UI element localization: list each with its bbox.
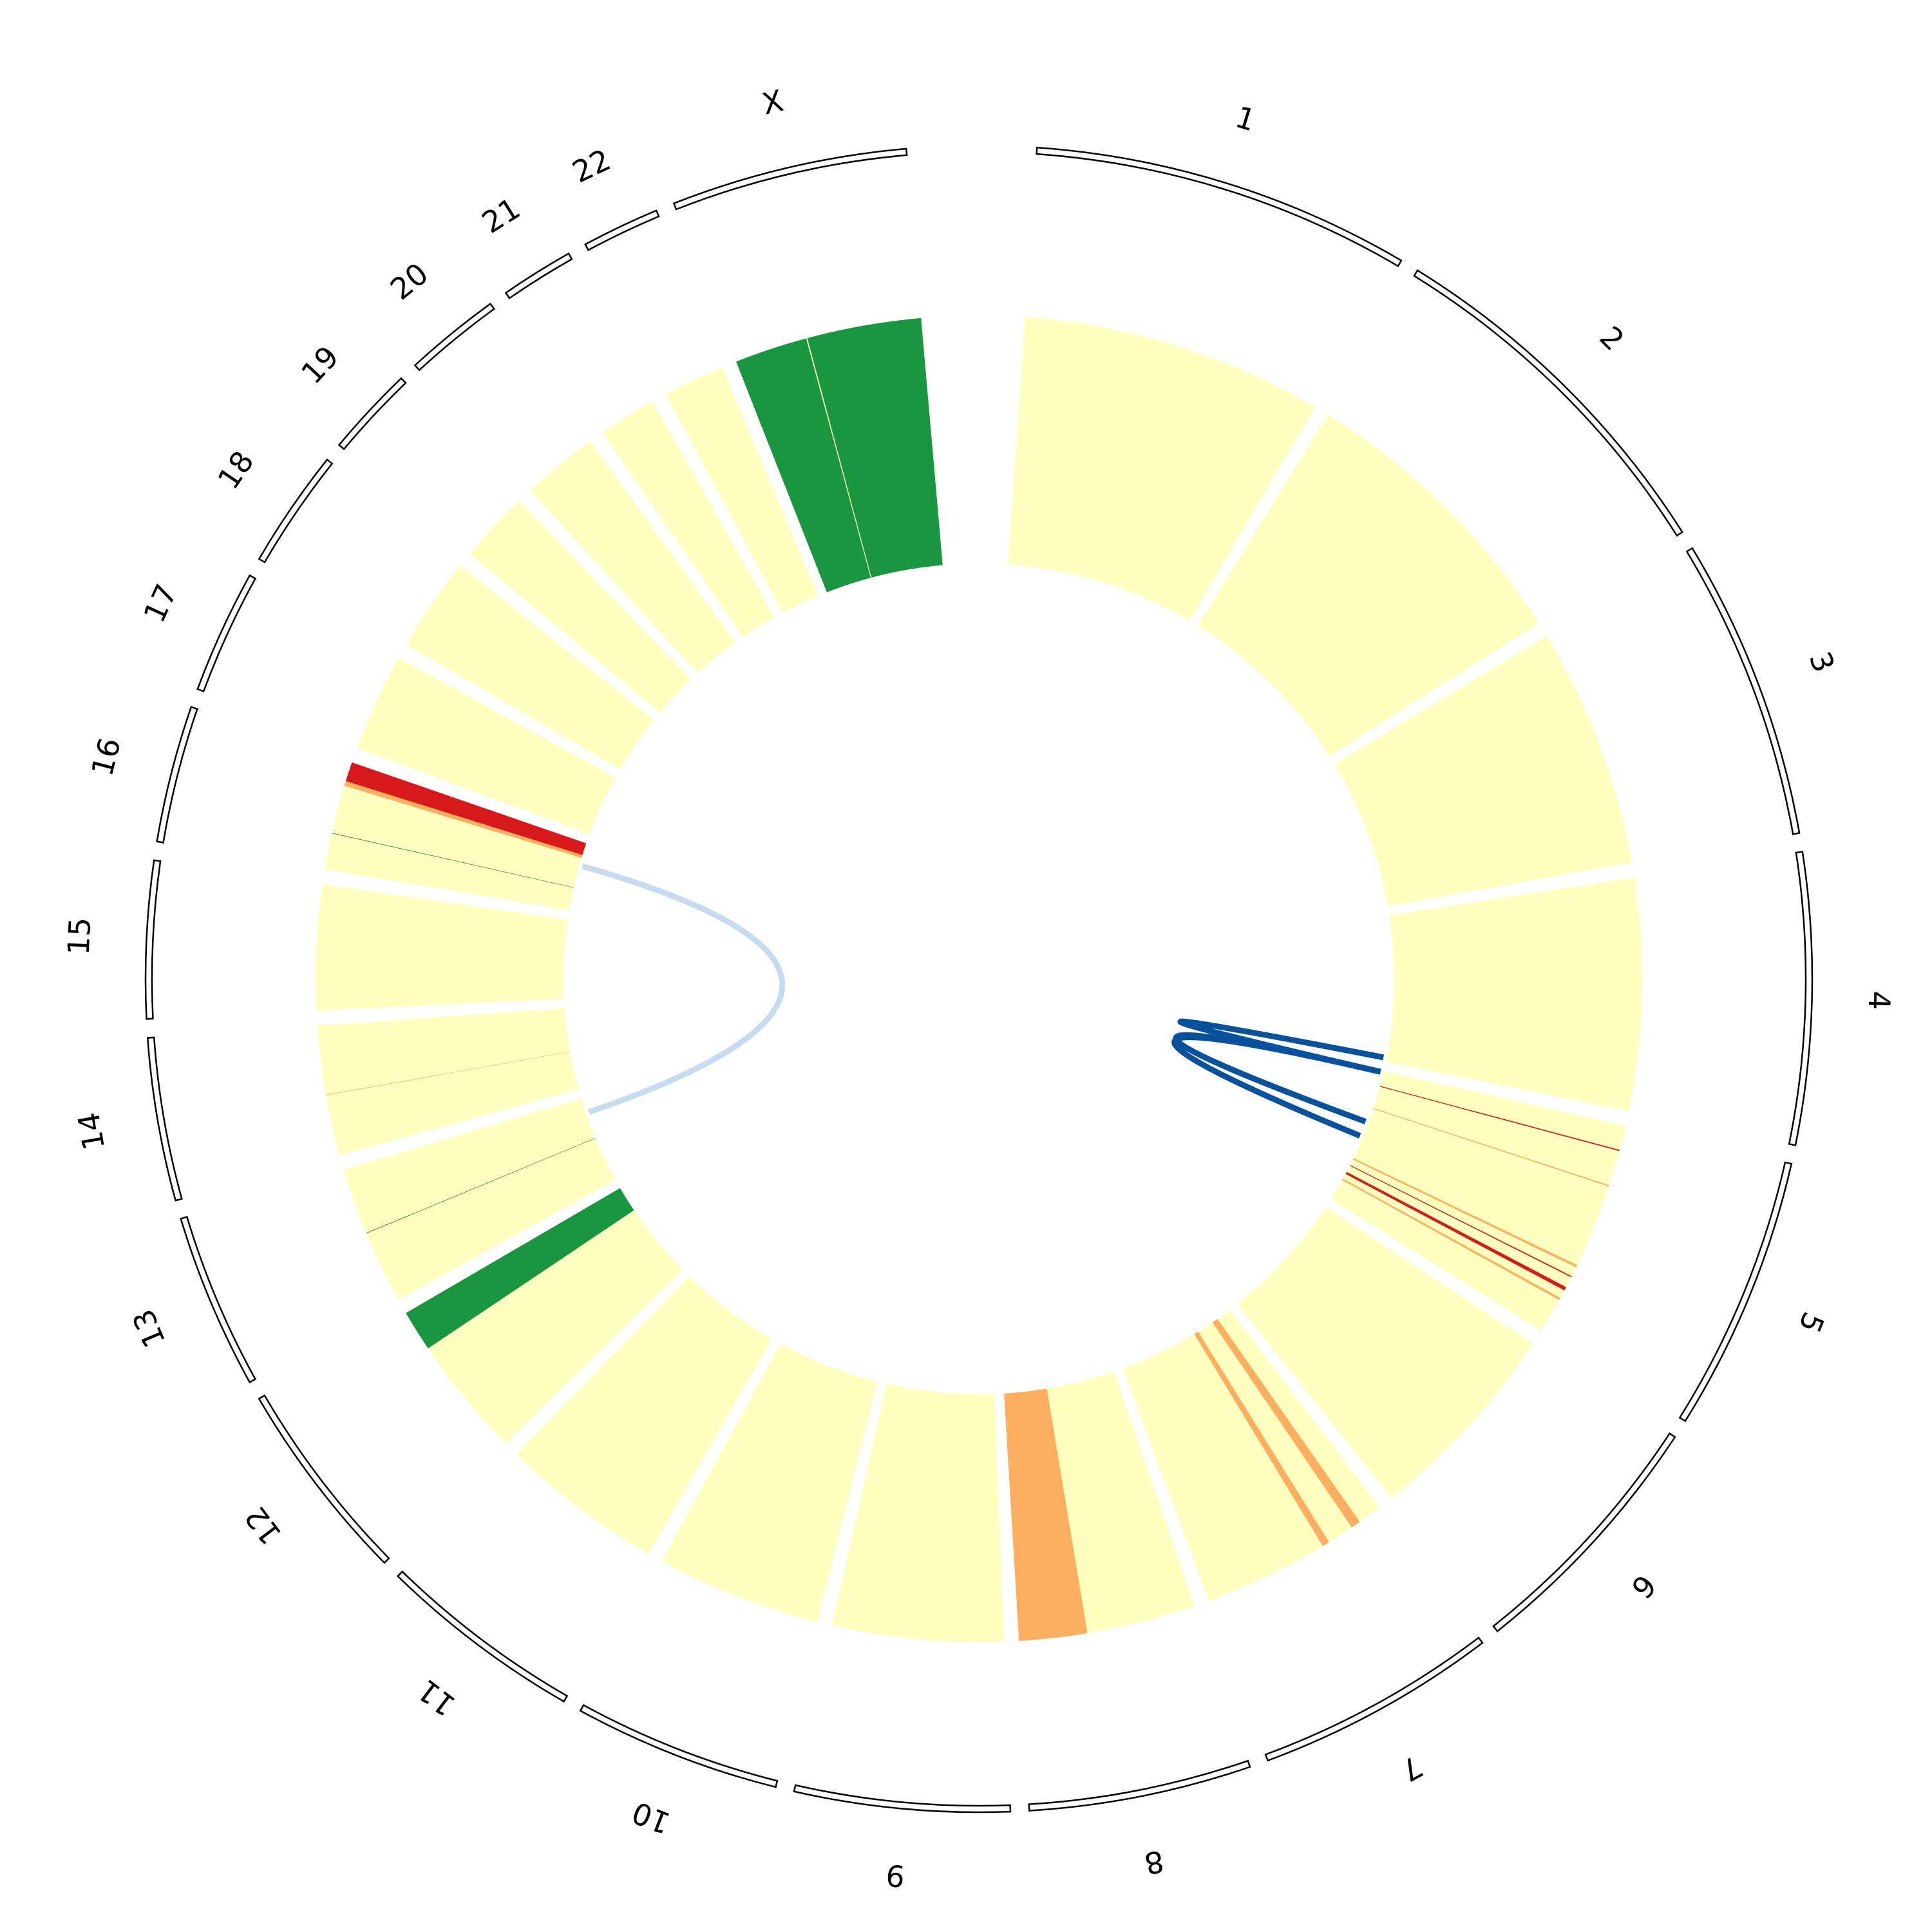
chromosome-label: 19 <box>294 339 345 391</box>
ideogram <box>258 1394 390 1564</box>
heatmap-cell <box>530 441 735 674</box>
link <box>1171 1034 1381 1139</box>
heatmap-cell <box>357 658 616 835</box>
ideogram <box>793 1784 1012 1814</box>
chromosome-label: 16 <box>84 734 128 779</box>
chromosome-label: X <box>759 83 786 122</box>
chromosome-label: 14 <box>71 1110 111 1153</box>
chromosome-label: 4 <box>1862 990 1897 1010</box>
chromosome-label: 11 <box>411 1672 462 1723</box>
ideogram <box>146 1036 183 1202</box>
heatmap-cell <box>1373 1108 1609 1187</box>
heatmap-cell <box>1212 1319 1360 1528</box>
heatmap-cell <box>332 833 574 888</box>
heatmap-cell <box>1386 877 1643 1112</box>
heatmap-cell <box>1352 1158 1578 1267</box>
ideogram <box>156 706 198 844</box>
chromosome-label: 10 <box>627 1795 675 1841</box>
heatmap-cell <box>831 1383 1004 1642</box>
heatmap-cell <box>1379 1086 1620 1151</box>
chromosome-label: 13 <box>126 1304 172 1352</box>
chromosome-label: 3 <box>1803 647 1842 677</box>
ideogram <box>196 574 257 693</box>
ideogram <box>1492 1432 1676 1633</box>
ideogram <box>144 859 162 1020</box>
heatmap-cell <box>1342 1179 1560 1300</box>
ideogram <box>337 377 407 451</box>
link <box>582 863 786 1115</box>
chromosome-label: 1 <box>1231 99 1260 138</box>
heatmap-cell <box>406 1188 683 1444</box>
ideogram <box>579 1703 779 1788</box>
heatmap-cell <box>345 762 587 855</box>
heatmap-cell <box>1004 1388 1088 1642</box>
heatmap-cell <box>325 1051 571 1095</box>
heatmap-cell <box>1194 1331 1329 1546</box>
ideogram <box>258 458 334 564</box>
heatmap-cell <box>1237 1207 1533 1499</box>
heatmap-cell <box>1334 636 1633 907</box>
heatmap-cell <box>1197 415 1539 757</box>
heatmap-cell <box>406 565 654 770</box>
ideogram <box>1264 1636 1484 1762</box>
heatmap-cell <box>1007 317 1316 621</box>
heatmap-cell <box>406 1188 634 1349</box>
heatmap-cell <box>665 367 819 613</box>
chromosome-label: 2 <box>1593 319 1631 357</box>
heatmap-cell <box>516 1276 772 1555</box>
heatmap-cell <box>1350 1165 1572 1278</box>
heatmap-cell <box>806 338 872 578</box>
ideogram <box>584 209 660 251</box>
heatmap-cell <box>735 317 943 592</box>
ideogram <box>1685 547 1801 835</box>
chromosome-label: 9 <box>884 1857 906 1893</box>
chromosome-label: 15 <box>61 916 98 956</box>
ideogram <box>1036 146 1403 267</box>
heatmap-cell <box>1331 1071 1626 1331</box>
chromosome-label: 7 <box>1395 1749 1428 1788</box>
ideogram <box>1678 1161 1793 1423</box>
chromosome-label: 20 <box>384 256 435 307</box>
heatmap-cell <box>469 500 691 713</box>
heatmap-cell <box>602 401 775 638</box>
chromosome-label: 22 <box>567 142 616 190</box>
chromosome-label: 6 <box>1624 1568 1663 1605</box>
ideogram <box>504 252 573 299</box>
ideogram <box>180 1216 257 1384</box>
heatmap-cell <box>317 1008 579 1156</box>
heatmap-cell <box>316 884 568 1011</box>
ideogram <box>672 147 908 211</box>
chromosome-label: 18 <box>211 444 261 495</box>
ideogram <box>1028 1759 1251 1812</box>
chromosome-label: 12 <box>238 1500 288 1551</box>
chromosome-label: 5 <box>1792 1307 1831 1338</box>
heatmap-cell <box>344 781 583 858</box>
chromosome-label: 21 <box>476 191 526 240</box>
heatmap-cell <box>366 1138 596 1234</box>
heatmap-cell <box>343 1098 616 1300</box>
heatmap-cell <box>661 1343 878 1622</box>
chromosome-label: 17 <box>137 579 184 628</box>
ideogram <box>1413 269 1684 537</box>
ideogram <box>396 1570 569 1703</box>
heatmap-cell <box>1345 1171 1567 1291</box>
ideogram <box>1788 851 1814 1146</box>
ideogram <box>413 302 496 372</box>
chromosome-label: 8 <box>1142 1843 1167 1881</box>
